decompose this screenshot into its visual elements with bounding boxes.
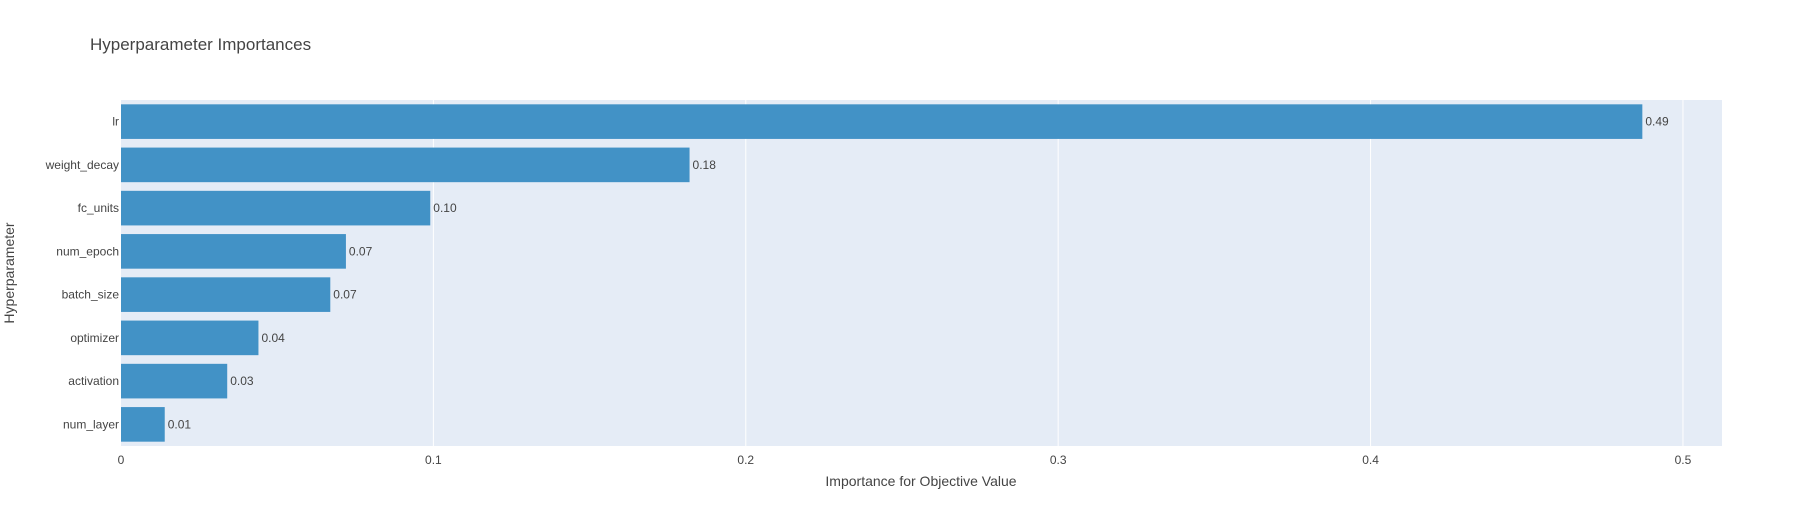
y-tick-label: num_layer	[63, 417, 119, 431]
bar[interactable]	[121, 320, 259, 356]
y-tick-label: batch_size	[62, 288, 120, 302]
x-tick-label: 0.4	[1362, 453, 1379, 467]
bars: 0.49 0.18 0.10 0.07 0.07 0.04 0.03 0.01	[121, 104, 1669, 442]
bar-value-label: 0.18	[693, 158, 717, 172]
x-tick-label: 0.1	[425, 453, 442, 467]
x-tick-label: 0	[118, 453, 125, 467]
bar-value-label: 0.10	[433, 201, 457, 215]
x-tick-label: 0.3	[1050, 453, 1067, 467]
bar[interactable]	[121, 407, 165, 442]
bar-value-label: 0.07	[333, 288, 357, 302]
bar[interactable]	[121, 190, 431, 226]
y-axis-title: Hyperparameter	[1, 222, 17, 323]
y-tick-label: weight_decay	[45, 158, 119, 172]
y-tick-label: optimizer	[70, 331, 119, 345]
bar-value-label: 0.03	[230, 374, 254, 388]
bar-value-label: 0.01	[168, 417, 192, 431]
bar[interactable]	[121, 147, 690, 183]
x-tick-label: 0.5	[1675, 453, 1692, 467]
bar-value-label: 0.07	[349, 244, 373, 258]
y-tick-label: num_epoch	[56, 244, 119, 258]
bar-value-label: 0.49	[1645, 115, 1669, 129]
bar[interactable]	[121, 104, 1643, 139]
y-tick-label: lr	[112, 115, 119, 129]
bar-value-label: 0.04	[261, 331, 285, 345]
chart-title: Hyperparameter Importances	[90, 35, 311, 54]
x-axis-title: Importance for Objective Value	[825, 473, 1016, 489]
y-tick-labels: lr weight_decay fc_units num_epoch batch_siz…	[45, 115, 120, 432]
bar[interactable]	[121, 277, 331, 312]
x-tick-labels: 0 0.1 0.2 0.3 0.4 0.5	[118, 453, 1692, 467]
y-tick-label: activation	[68, 374, 119, 388]
bar[interactable]	[121, 234, 346, 269]
y-tick-label: fc_units	[78, 201, 119, 215]
bar[interactable]	[121, 363, 228, 399]
x-tick-label: 0.2	[737, 453, 754, 467]
